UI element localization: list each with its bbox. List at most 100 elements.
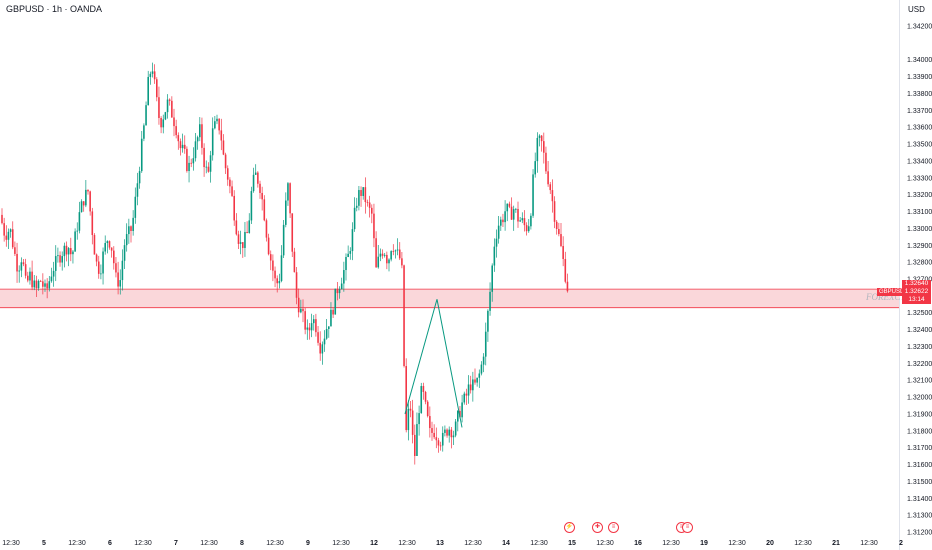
candle xyxy=(252,167,255,193)
time-tick-label: 9 xyxy=(306,540,310,547)
candle-body xyxy=(156,79,158,98)
candle xyxy=(259,180,261,199)
candle-body xyxy=(328,326,330,329)
candle xyxy=(495,229,498,258)
candle-body xyxy=(343,270,345,284)
candle-body xyxy=(310,323,313,331)
candle xyxy=(115,256,117,278)
candle xyxy=(177,132,180,150)
candle-body xyxy=(461,402,463,418)
candle xyxy=(409,400,412,418)
candle xyxy=(349,247,352,260)
candle-body xyxy=(540,135,543,142)
us-flag-icon[interactable]: ≡ xyxy=(608,522,619,533)
candle xyxy=(186,146,188,173)
candle-body xyxy=(459,410,461,418)
candle xyxy=(515,207,517,213)
candle-body xyxy=(414,434,416,456)
candle-body xyxy=(48,281,51,289)
candle-body xyxy=(467,384,470,396)
candle-body xyxy=(138,171,141,184)
candle xyxy=(491,263,493,302)
candle xyxy=(424,390,427,405)
candle-body xyxy=(435,437,438,441)
candle-body xyxy=(377,256,380,268)
candle-body xyxy=(336,288,339,294)
candle-body xyxy=(136,183,139,197)
candle-body xyxy=(263,199,266,221)
candle xyxy=(551,179,554,213)
candle-body xyxy=(495,238,498,247)
candle-body xyxy=(472,379,474,391)
candle xyxy=(22,258,25,267)
time-tick-label: 12:30 xyxy=(662,540,680,547)
candle xyxy=(42,273,44,295)
candle xyxy=(113,246,115,270)
candle-body xyxy=(153,71,156,80)
candle-body xyxy=(489,291,491,311)
candle-body xyxy=(512,209,515,220)
candle xyxy=(461,394,463,423)
lightning-icon[interactable]: ⚡ xyxy=(564,522,575,533)
candle xyxy=(162,114,165,134)
candle xyxy=(196,135,199,150)
candle xyxy=(289,182,291,219)
candle-body xyxy=(11,229,14,248)
candle xyxy=(450,426,453,449)
candle-body xyxy=(405,366,407,431)
candle-body xyxy=(476,377,478,383)
candle xyxy=(487,309,489,342)
candle xyxy=(340,277,343,290)
candle-body xyxy=(18,270,20,272)
time-tick-label: 12:30 xyxy=(68,540,86,547)
candle-body xyxy=(532,174,534,216)
price-tick-label: 1.32300 xyxy=(907,344,932,351)
candle xyxy=(218,118,220,135)
candle xyxy=(54,245,57,282)
candle xyxy=(431,421,433,441)
candle xyxy=(20,257,23,278)
candle xyxy=(469,375,472,394)
candle xyxy=(364,177,367,214)
candle xyxy=(57,247,59,263)
candle-body xyxy=(424,391,427,402)
candle-body xyxy=(110,247,113,251)
candle xyxy=(403,264,405,368)
chart-title: GBPUSD · 1h · OANDA xyxy=(6,4,103,14)
candle xyxy=(74,228,76,252)
candle-body xyxy=(418,413,420,425)
candle xyxy=(267,233,270,256)
candle xyxy=(128,218,130,244)
candle xyxy=(209,150,212,183)
candle-body xyxy=(323,338,326,345)
candle-body xyxy=(282,224,285,256)
price-tick-label: 1.33000 xyxy=(907,226,932,233)
candle-body xyxy=(175,126,177,136)
candle-body xyxy=(383,254,386,256)
candle-body xyxy=(515,208,517,210)
currency-label[interactable]: USD xyxy=(908,5,925,14)
candle xyxy=(3,217,5,242)
candle xyxy=(312,315,315,331)
candle xyxy=(151,62,154,78)
price-tick-label: 1.33800 xyxy=(907,91,932,98)
candle-body xyxy=(183,144,186,149)
candle-body xyxy=(300,308,302,313)
price-scale[interactable] xyxy=(899,0,932,550)
candle xyxy=(497,215,500,244)
price-tick-label: 1.31700 xyxy=(907,445,932,452)
candle xyxy=(250,186,253,224)
candle-body xyxy=(403,265,405,367)
candle xyxy=(407,400,410,441)
candle xyxy=(433,424,435,440)
candle-body xyxy=(390,251,392,260)
us-flag-icon[interactable]: ≡ xyxy=(682,522,693,533)
candle xyxy=(31,260,33,291)
uk-flag-icon[interactable]: ✚ xyxy=(592,522,603,533)
candle xyxy=(493,238,496,272)
candle xyxy=(371,204,373,224)
candle xyxy=(366,199,369,207)
candle-body xyxy=(211,128,214,156)
candle xyxy=(67,247,70,267)
